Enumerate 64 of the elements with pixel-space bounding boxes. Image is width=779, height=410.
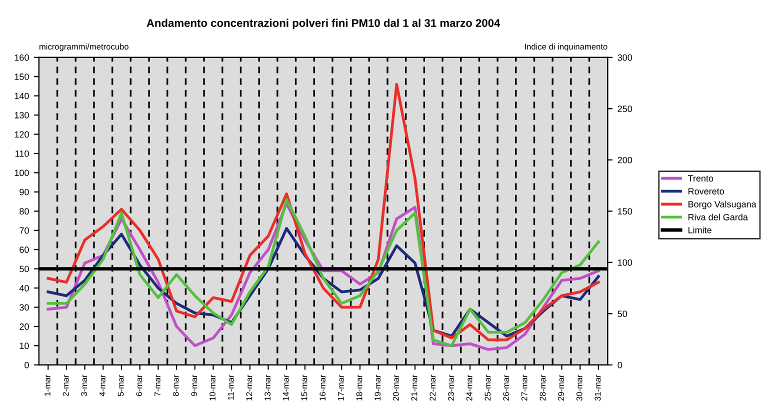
x-tick-label: 16-mar — [320, 374, 326, 400]
y-tick-label: 70 — [20, 227, 29, 234]
x-tick-label: 24-mar — [466, 374, 472, 401]
legend-label: Trento — [688, 175, 714, 182]
y-tick-label: 0 — [24, 362, 29, 368]
y-tick-label: 100 — [14, 170, 29, 176]
y2-tick-label: 0 — [618, 362, 622, 368]
x-tick-label: 21-mar — [411, 374, 418, 401]
line-series — [46, 82, 600, 342]
x-tick-label: 13-mar — [264, 374, 270, 400]
legend-label: Rovereto — [688, 188, 724, 194]
y-tick-label: 90 — [20, 188, 29, 196]
x-tick-label: 15-mar — [301, 374, 308, 400]
x-tick-label: 10-mar — [210, 374, 216, 400]
x-tick-label: 6-mar — [136, 374, 142, 396]
y-tick-label: 80 — [20, 208, 29, 215]
x-tick-label: 3-mar — [81, 374, 88, 396]
y2-axis-title: Indice di inquinamento — [525, 43, 608, 52]
y2-tick-label: 50 — [618, 310, 628, 318]
x-tick-label: 1-mar — [44, 374, 50, 396]
x-tick-label: 25-mar — [484, 374, 491, 401]
x-tick-label: 4-mar — [100, 374, 106, 396]
y2-tick-label: 100 — [618, 259, 632, 266]
y-tick-label: 130 — [14, 112, 29, 118]
y-tick-label: 20 — [20, 323, 29, 330]
y-tick-label: 150 — [14, 74, 29, 80]
y2-tick-label: 150 — [618, 208, 632, 215]
y2-tick-label: 300 — [618, 54, 632, 61]
x-tick-label: 7-mar — [154, 374, 160, 396]
y-tick-label: 30 — [20, 304, 29, 311]
x-tick-label: 9-mar — [191, 374, 198, 396]
y-tick-label: 120 — [14, 131, 29, 138]
y-tick-label: 60 — [20, 246, 29, 253]
y-tick-label: 10 — [20, 342, 29, 350]
x-tick-label: 27-mar — [521, 374, 528, 401]
y-tick-label: 110 — [16, 150, 29, 157]
legend-label: Riva del Garda — [688, 214, 748, 220]
x-tick-label: 14-mar — [283, 374, 289, 400]
x-tick-label: 31-mar — [594, 374, 601, 401]
x-tick-label: 12-mar — [246, 374, 252, 400]
x-tick-label: 18-mar — [356, 374, 362, 400]
x-tick-label: 30-mar — [576, 374, 582, 401]
x-tick-label: 23-mar — [448, 374, 454, 401]
x-tick-label: 20-mar — [393, 374, 399, 401]
y-tick-label: 40 — [19, 284, 29, 292]
x-tick-label: 29-mar — [558, 374, 564, 401]
y2-tick-label: 200 — [618, 156, 632, 164]
x-tick-label: 2-mar — [62, 374, 69, 396]
x-tick-label: 5-mar — [118, 374, 124, 396]
x-tick-label: 19-mar — [374, 374, 381, 400]
x-tick-label: 22-mar — [430, 374, 436, 401]
x-tick-label: 26-mar — [503, 374, 509, 401]
x-tick-label: 28-mar — [540, 374, 546, 401]
legend-label: Limite — [688, 226, 712, 234]
x-tick-label: 8-mar — [172, 374, 179, 396]
y-tick-label: 160 — [14, 54, 29, 61]
x-tick-label: 11-mar — [228, 374, 234, 400]
legend-label: Borgo Valsugana — [688, 200, 756, 210]
x-tick-label: 17-mar — [338, 374, 344, 400]
y-axis-title: microgrammi/metrocubo — [40, 43, 128, 52]
y-tick-label: 140 — [14, 92, 29, 100]
chart-title: Andamento concentrazioni polveri fini PM10 dal 1 al 31 marzo 2004 — [146, 18, 500, 30]
y2-tick-label: 250 — [618, 106, 632, 112]
y-tick-label: 50 — [20, 266, 29, 272]
